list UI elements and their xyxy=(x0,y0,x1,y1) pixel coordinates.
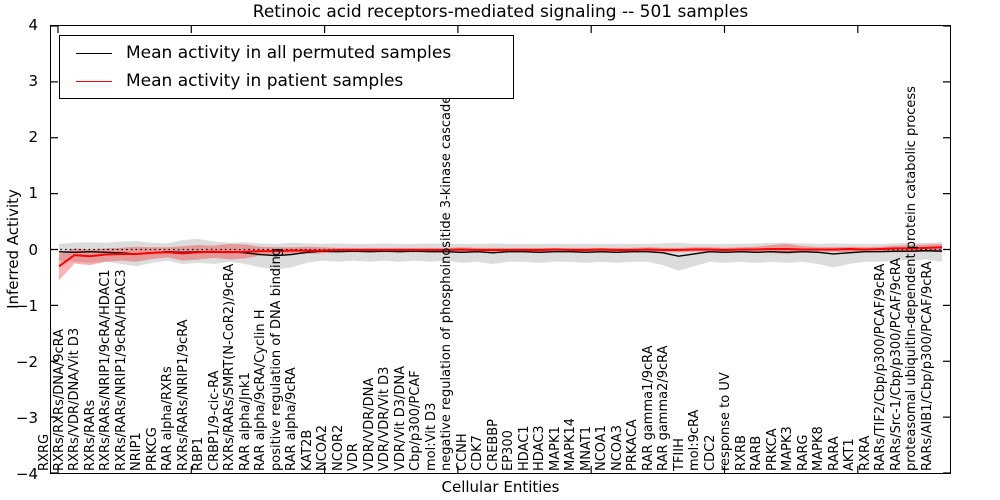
x-tick-label: MAPK14 xyxy=(563,417,579,471)
y-axis-label: Inferred Activity xyxy=(4,189,22,309)
y-tick-label: −1 xyxy=(15,296,38,315)
legend-item-permuted: Mean activity in all permuted samples xyxy=(60,39,513,67)
x-tick-label: EP300 xyxy=(501,430,517,471)
x-tick-label: RXRs/RARs/SMRT(N-CoR2)/9cRA xyxy=(222,263,238,471)
x-tick-label: RXRB xyxy=(733,435,749,471)
plot-area: RXRG RXRs/RXRs/DNA/9cRA RXRs/VDR/DNA/Vit D… xyxy=(37,25,951,474)
x-tick-label: positive regulation of DNA binding xyxy=(268,247,284,471)
legend-line-red-icon xyxy=(76,80,112,82)
legend: Mean activity in all permuted samples Me… xyxy=(59,35,514,99)
x-tick-label: RARs/AIB1/Cbp/p300/PCAF/9cRA xyxy=(919,261,935,471)
x-tick-label: VDR xyxy=(346,443,362,471)
x-tick-label: CCNH xyxy=(454,433,470,471)
x-tick-label: MAPK8 xyxy=(811,426,827,471)
y-tick-label: −2 xyxy=(15,352,38,371)
x-tick-label: RARs/TIF2/Cbp/p300/PCAF/9cRA xyxy=(873,263,889,471)
patient-line xyxy=(58,246,943,268)
x-tick-label: NRIP1 xyxy=(129,432,145,471)
x-tick-label: MAPK3 xyxy=(780,426,796,471)
y-tick-label: 3 xyxy=(28,72,38,91)
x-tick-label: response to UV xyxy=(718,372,734,471)
x-tick-label: NCOA2 xyxy=(315,425,331,471)
x-tick-label: PRKCG xyxy=(144,427,160,471)
x-tick-label: negative regulation of phosphoinositide … xyxy=(439,95,455,471)
chart-title: Retinoic acid receptors-mediated signali… xyxy=(252,2,749,22)
x-tick-label: HDAC3 xyxy=(532,425,548,471)
x-tick-label: RBP1 xyxy=(191,436,207,471)
legend-line-black-icon xyxy=(76,52,112,54)
x-tick-label: RARB xyxy=(749,435,765,471)
x-tick-label: RARs/Src-1/Cbp/p300/PCAF/9cRA xyxy=(888,257,904,471)
y-tick-label: 0 xyxy=(28,240,38,259)
x-tick-label: VDR/VDR/DNA xyxy=(361,377,377,471)
x-tick-label: RXRs/RARs/NRIP1/9cRA xyxy=(175,319,191,471)
x-tick-label: RXRs/RARs xyxy=(82,399,98,471)
x-tick-label: RAR alpha/9cRA/Cyclin H xyxy=(253,309,269,471)
x-tick-label: HDAC1 xyxy=(516,425,532,471)
y-tick-label: 1 xyxy=(28,184,38,203)
legend-item-patient: Mean activity in patient samples xyxy=(60,67,513,95)
x-tick-label: TFIIH xyxy=(671,438,687,471)
x-tick-label: RXRs/RARs/NRIP1/9cRA/HDAC1 xyxy=(98,269,114,471)
x-tick-label: mol:Vit D3 xyxy=(423,402,439,471)
x-axis-label: Cellular Entities xyxy=(441,478,560,496)
x-tick-label: AKT1 xyxy=(842,438,858,471)
x-tick-label: Cbp/p300/PCAF xyxy=(408,370,424,471)
x-tick-label: VDR/Vit D3/DNA xyxy=(392,365,408,471)
x-tick-label: NCOA3 xyxy=(609,425,625,471)
axis-ticks xyxy=(51,26,950,473)
x-tick-label: CRBP1/9-cic-RA xyxy=(206,370,222,471)
x-tick-label: MAPK1 xyxy=(547,426,563,471)
x-tick-label: RXRs/RARs/NRIP1/9cRA/HDAC3 xyxy=(113,269,129,471)
permuted-band xyxy=(59,238,942,271)
x-tick-label: MNAT1 xyxy=(578,425,594,471)
x-tick-label: RAR gamma2/9cRA xyxy=(656,345,672,471)
plot-canvas xyxy=(51,26,950,473)
patient-band xyxy=(59,243,942,281)
x-tick-label: RXRs/VDR/DNA/Vit D3 xyxy=(67,327,83,471)
y-tick-label: −4 xyxy=(15,465,38,483)
x-tick-label: RAR gamma1/9cRA xyxy=(640,345,656,471)
y-tick-label: 2 xyxy=(28,128,38,147)
x-tick-label: RAR alpha/RXRs xyxy=(160,366,176,471)
x-tick-label: RARG xyxy=(795,434,811,471)
x-tick-label: VDR/VDR/Vit D3 xyxy=(377,366,393,471)
x-tick-label: KAT2B xyxy=(299,429,315,471)
x-tick-label: RARA xyxy=(826,436,842,471)
x-tick-label: CDC2 xyxy=(702,434,718,471)
x-tick-label: RXRA xyxy=(857,435,873,471)
y-tick-label: −3 xyxy=(15,408,38,427)
legend-label-permuted: Mean activity in all permuted samples xyxy=(126,43,452,63)
x-tick-label: RAR alpha/Jnk1 xyxy=(237,372,253,471)
legend-label-patient: Mean activity in patient samples xyxy=(126,71,404,91)
x-tick-label: RAR alpha/9cRA xyxy=(284,367,300,471)
y-tick-label: 4 xyxy=(28,16,38,34)
x-tick-label: CDK7 xyxy=(470,435,486,471)
y-tick-labels: 4 3 2 1 0 −1 −2 −3 −4 xyxy=(0,16,46,483)
x-tick-label: NCOR2 xyxy=(330,424,346,471)
x-tick-label: PRKACA xyxy=(625,419,641,471)
x-tick-label: NCOA1 xyxy=(594,425,610,471)
x-tick-label: PRKCA xyxy=(764,428,780,471)
x-tick-label: mol:9cRA xyxy=(687,409,703,471)
x-tick-label: proteasomal ubiquitin-dependent protein … xyxy=(904,86,919,471)
x-tick-label: RXRs/RXRs/DNA/9cRA xyxy=(51,328,67,471)
x-tick-label: CREBBP xyxy=(485,419,501,471)
